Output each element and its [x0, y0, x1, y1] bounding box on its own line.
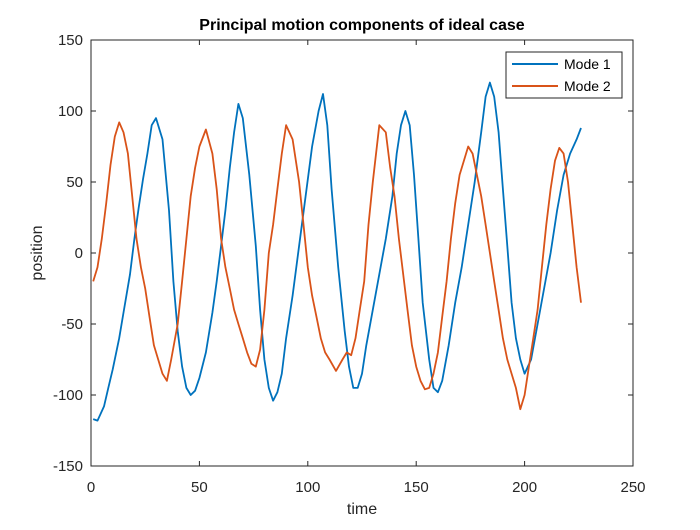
x-tick-label: 0: [87, 479, 95, 496]
legend-box: [505, 51, 623, 99]
x-tick-label: 150: [404, 479, 429, 496]
legend-label-mode-2: Mode 2: [564, 78, 611, 94]
legend: Mode 1 Mode 2: [505, 51, 623, 99]
y-axis: -150 -100 -50 0 50 100 150: [53, 32, 633, 475]
x-axis-label: time: [347, 501, 377, 518]
legend-label-mode-1: Mode 1: [564, 56, 611, 72]
y-tick-label: 0: [75, 245, 83, 262]
series-line-mode-1: [92, 81, 582, 422]
x-tick-label: 50: [191, 479, 208, 496]
x-tick-label: 250: [620, 479, 645, 496]
y-tick-label: 50: [66, 174, 83, 191]
y-tick-label: -50: [61, 316, 83, 333]
y-tick-label: 100: [58, 103, 83, 120]
x-tick-label: 100: [295, 479, 320, 496]
series-line-mode-2: [92, 121, 582, 411]
y-tick-label: 150: [58, 32, 83, 49]
x-axis: 0 50 100 150 200 250: [87, 40, 646, 496]
series-layer: [92, 81, 582, 422]
y-axis-label: position: [29, 225, 46, 280]
x-tick-label: 200: [512, 479, 537, 496]
chart-title: Principal motion components of ideal cas…: [199, 17, 525, 34]
y-tick-label: -100: [53, 387, 83, 404]
y-tick-label: -150: [53, 458, 83, 475]
